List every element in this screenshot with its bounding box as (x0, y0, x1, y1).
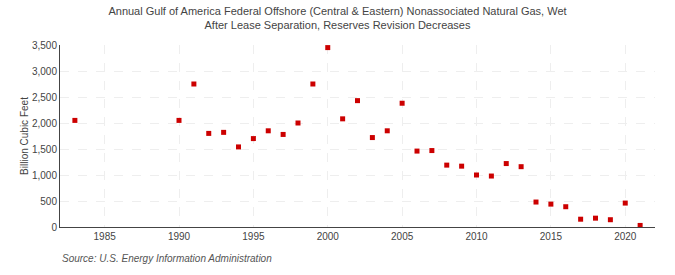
svg-text:2,000: 2,000 (32, 118, 57, 129)
svg-text:3,000: 3,000 (32, 66, 57, 77)
svg-text:2,500: 2,500 (32, 92, 57, 103)
svg-text:3,500: 3,500 (32, 40, 57, 51)
svg-text:Billion Cubic Feet: Billion Cubic Feet (19, 97, 30, 175)
svg-text:2005: 2005 (391, 231, 414, 242)
svg-text:2015: 2015 (540, 231, 563, 242)
svg-text:Source: U.S. Energy Informatio: Source: U.S. Energy Information Administ… (62, 253, 272, 264)
svg-text:1985: 1985 (94, 231, 117, 242)
svg-text:2010: 2010 (465, 231, 488, 242)
svg-text:500: 500 (40, 196, 57, 207)
svg-text:1,000: 1,000 (32, 170, 57, 181)
svg-text:0: 0 (51, 222, 57, 233)
svg-text:1995: 1995 (242, 231, 265, 242)
svg-text:2020: 2020 (614, 231, 637, 242)
svg-text:1,500: 1,500 (32, 144, 57, 155)
svg-text:2000: 2000 (317, 231, 340, 242)
svg-text:Annual Gulf of America Federal: Annual Gulf of America Federal Offshore … (108, 5, 566, 31)
svg-text:1990: 1990 (168, 231, 191, 242)
